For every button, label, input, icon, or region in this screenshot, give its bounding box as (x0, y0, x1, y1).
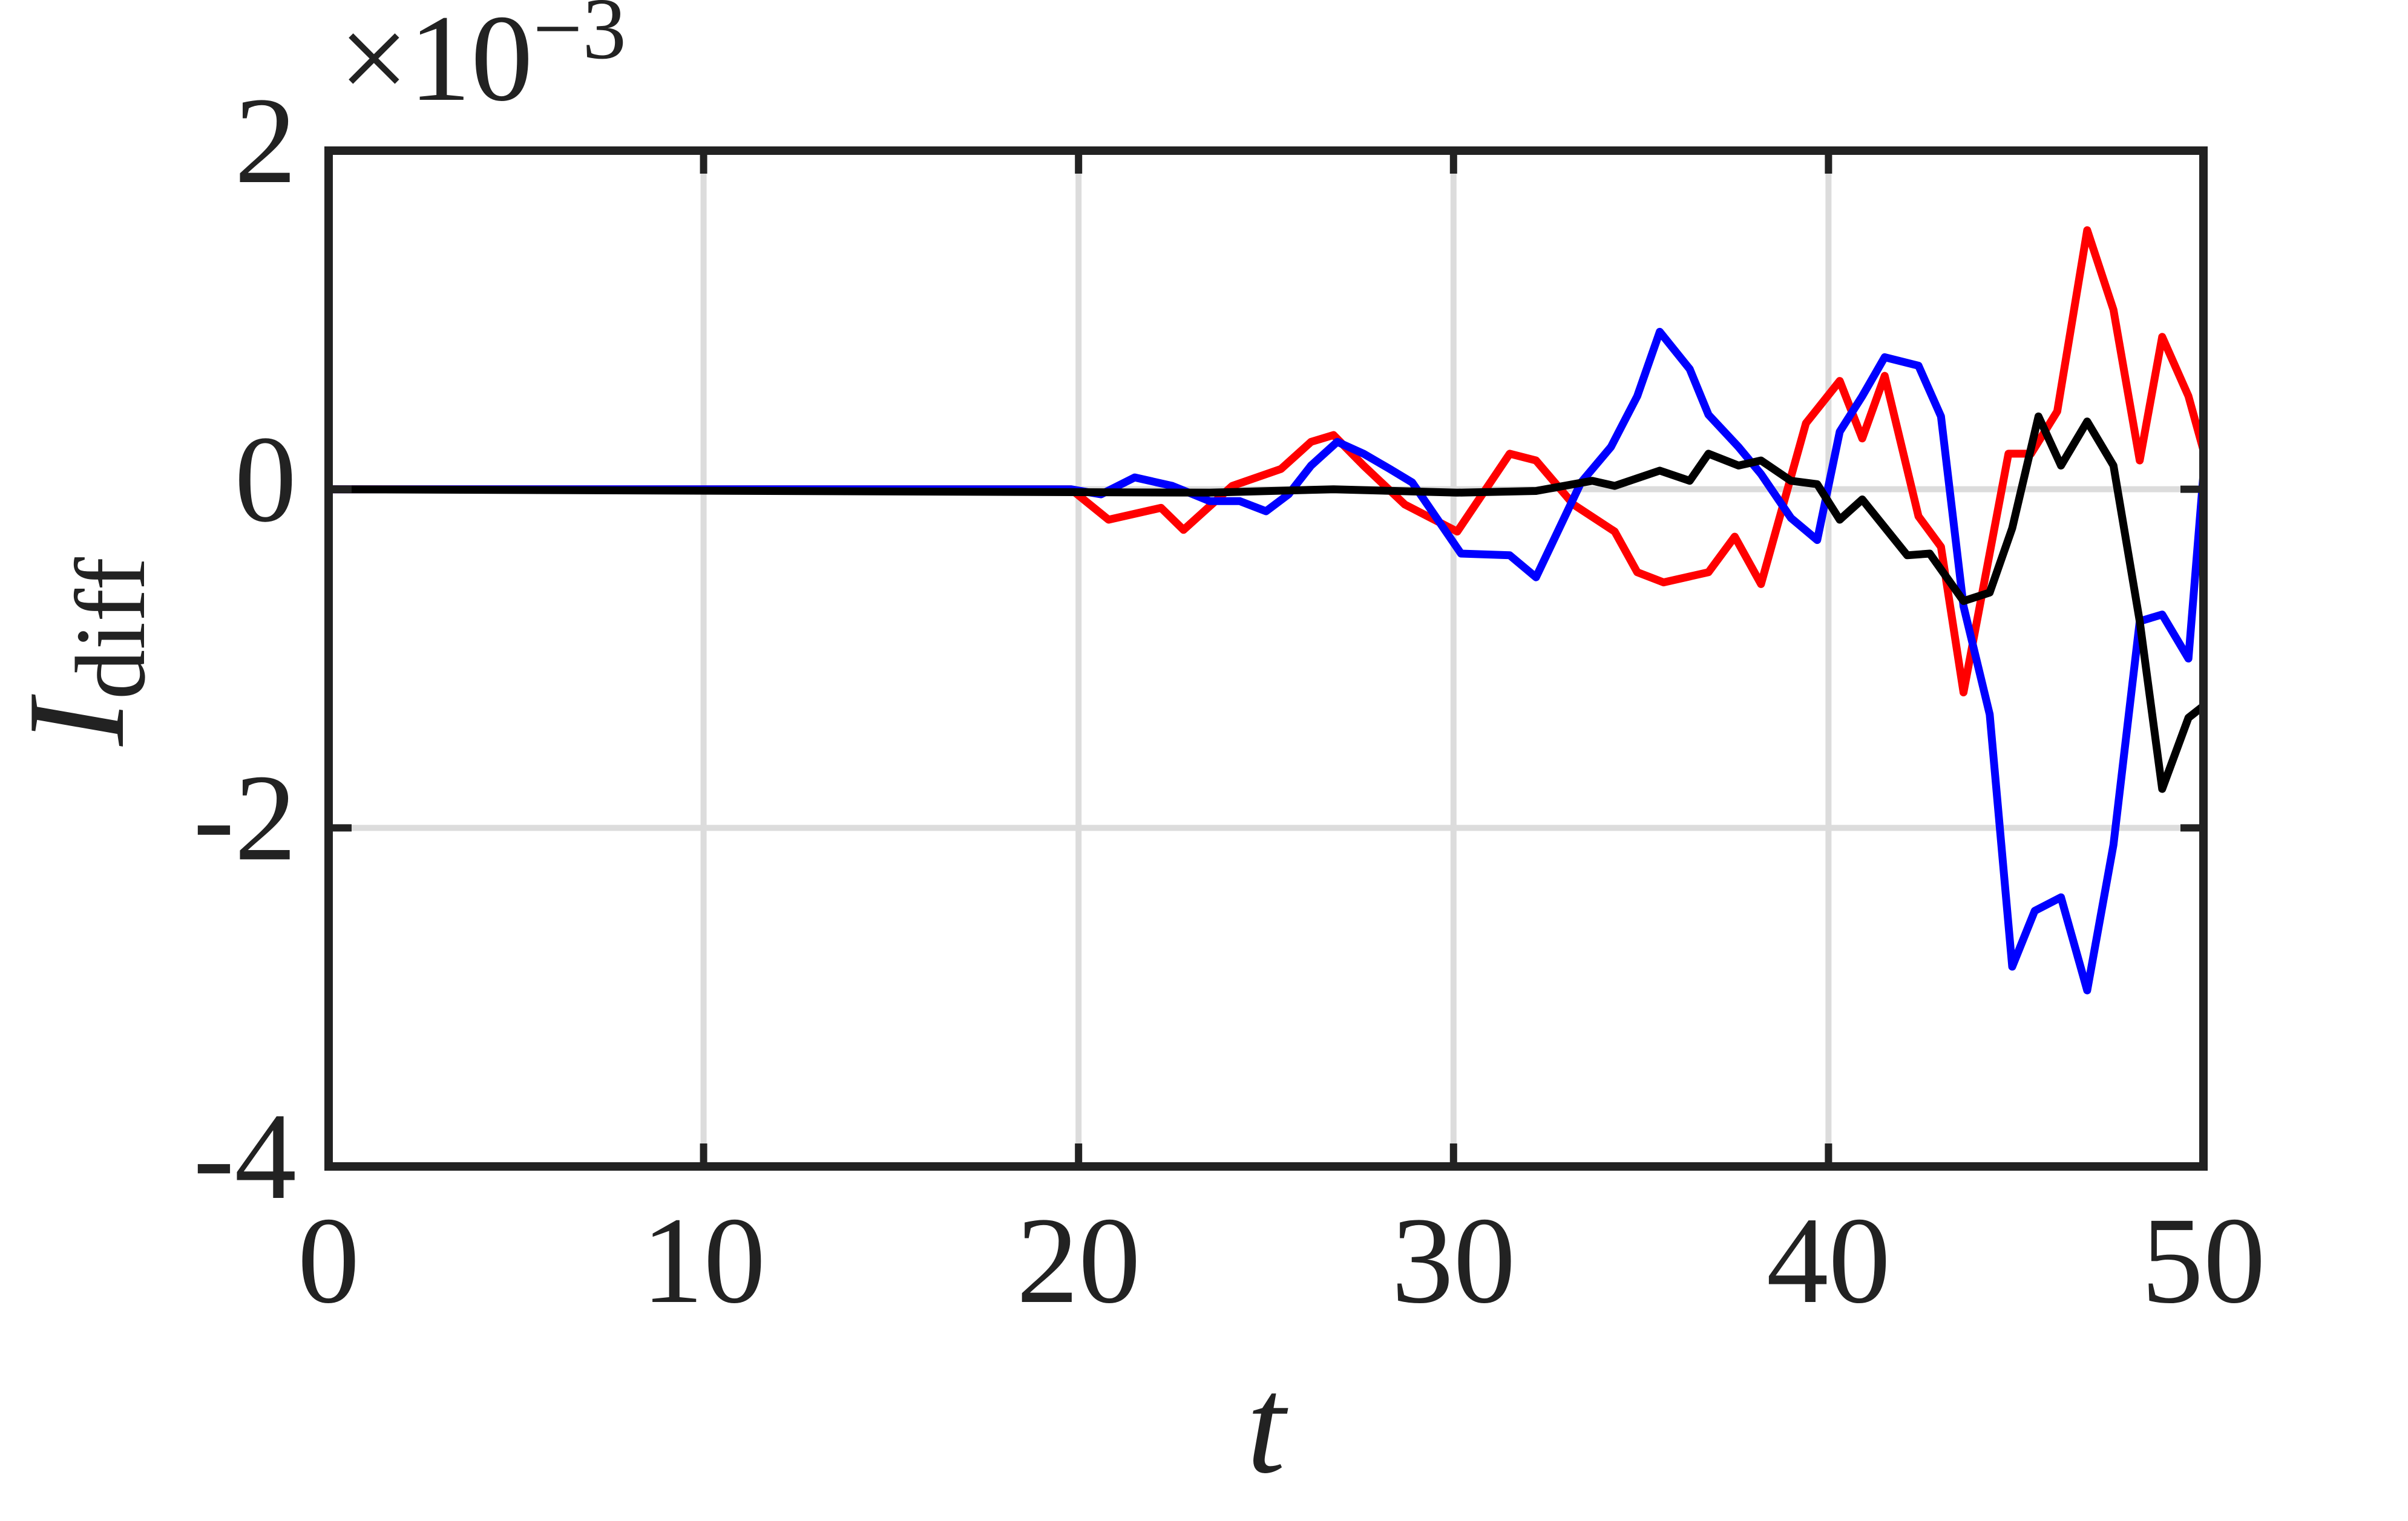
y-multiplier: ×10−3 (339, 0, 626, 127)
y-tick-label: -4 (193, 1088, 297, 1225)
x-tick-label: 0 (298, 1192, 360, 1329)
axes-frame (324, 146, 2208, 1171)
y-axis-label-group: Idiff (0, 557, 166, 747)
data-line (329, 226, 2208, 696)
data-line (328, 412, 2206, 793)
multiplier-exponent: −3 (533, 0, 626, 77)
data-line (329, 327, 2208, 995)
y-tick-label: 2 (235, 72, 297, 209)
y-axis-label: Idiff (0, 557, 166, 747)
x-axis-label: t (1247, 1348, 1288, 1502)
multiplier-base: ×10 (339, 0, 533, 127)
y-label-main: I (0, 694, 153, 747)
y-tick-label: 0 (235, 411, 297, 548)
x-tick-label: 50 (2142, 1192, 2266, 1329)
x-tick-label: 30 (1391, 1192, 1515, 1329)
y-tick-label: -2 (193, 749, 297, 886)
x-tick-label: 40 (1767, 1192, 1891, 1329)
x-tick-label: 10 (641, 1192, 766, 1329)
y-label-sub: diff (55, 557, 166, 699)
x-tick-label: 20 (1017, 1192, 1141, 1329)
